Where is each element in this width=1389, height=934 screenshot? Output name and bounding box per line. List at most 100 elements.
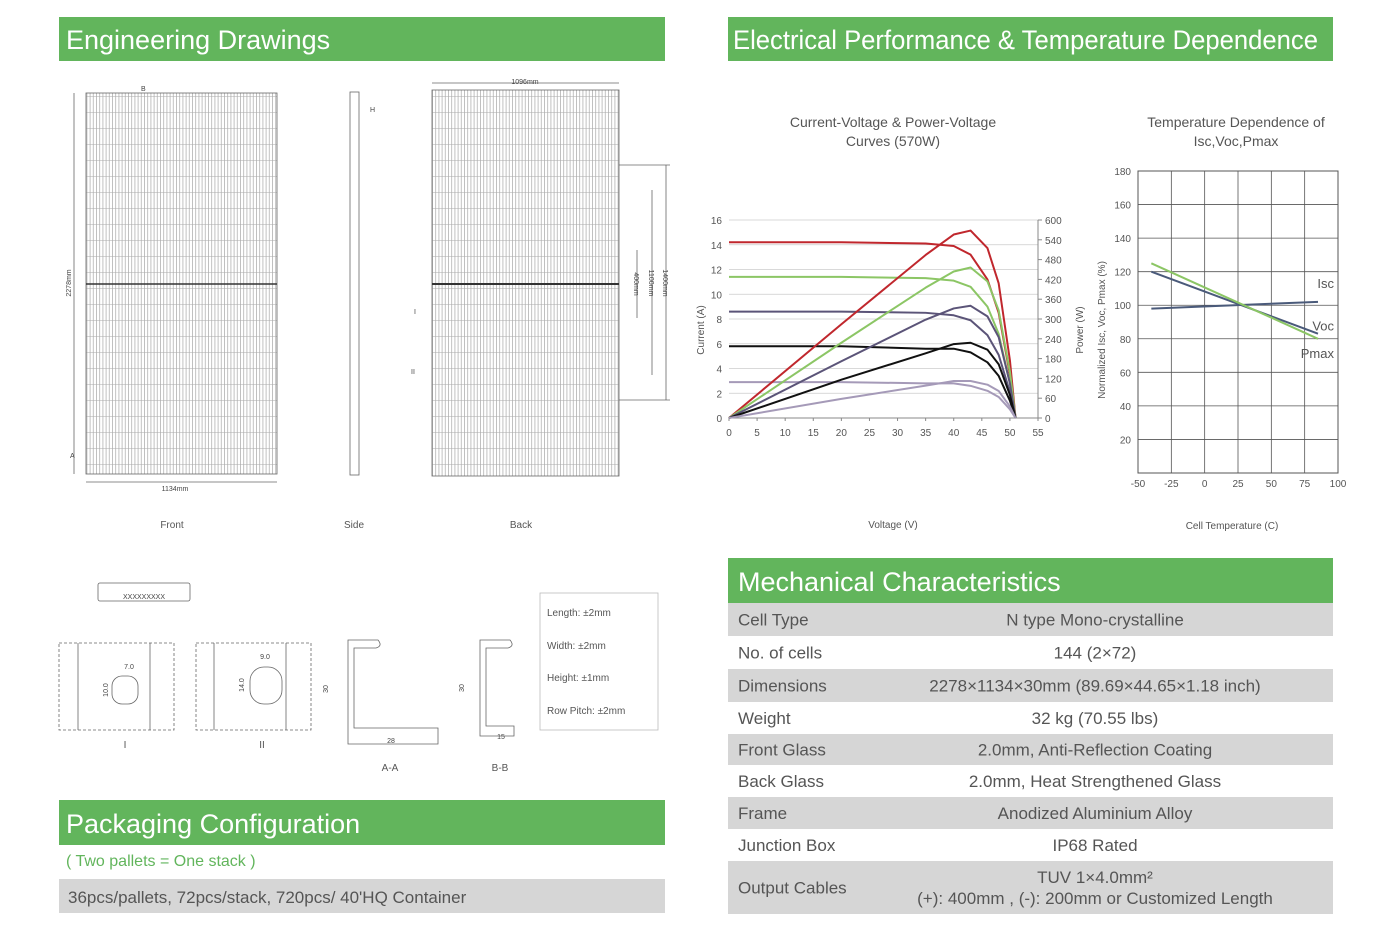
row-value: TUV 1×4.0mm²: [1037, 868, 1153, 887]
row-value: 144 (2×72): [1054, 644, 1137, 663]
y2-tick-label: 180: [1045, 355, 1062, 366]
detail-dim: 9.0: [260, 654, 270, 661]
section-label: II: [259, 740, 265, 751]
y-tick-label: 40: [1120, 402, 1132, 413]
header-bar: [728, 558, 1333, 603]
drawing-labels: 1096mm 2278mm 1134mm 400mm 1100mm 1400mm…: [66, 79, 668, 774]
y2-tick-label: 240: [1045, 335, 1062, 346]
section-title: Packaging Configuration: [66, 809, 360, 839]
y-tick-label: 60: [1120, 368, 1132, 379]
y-tick-label: 160: [1114, 201, 1131, 212]
x-tick-label: 100: [1330, 479, 1347, 490]
y-tick-label: 6: [716, 340, 722, 351]
y-label: Current (A): [696, 305, 707, 354]
dimension: 1096mm: [511, 79, 538, 86]
drawings: [58, 82, 670, 745]
x-tick-label: 5: [754, 428, 760, 439]
marker: B: [141, 86, 146, 93]
y2-tick-label: 420: [1045, 275, 1062, 286]
row-value: 2278×1134×30mm (89.69×44.65×1.18 inch): [929, 677, 1260, 696]
detail-dim: 30: [459, 684, 466, 692]
marker: A: [70, 453, 75, 460]
chart-title: Temperature Dependence of: [1147, 114, 1325, 130]
packaging-row: [59, 879, 665, 913]
y-tick-label: 16: [711, 216, 723, 227]
curve: [728, 304, 1017, 419]
row-label: Back Glass: [738, 772, 824, 791]
chart-title: Isc,Voc,Pmax: [1194, 133, 1279, 149]
tolerance: Row Pitch: ±2mm: [547, 706, 625, 717]
curve: [728, 380, 1017, 419]
series-label: Voc: [1312, 319, 1334, 334]
section-title: Electrical Performance & Temperature Dep…: [733, 25, 1318, 55]
dimension: 400mm: [632, 272, 639, 296]
row-value: 2.0mm, Anti-Reflection Coating: [978, 741, 1212, 760]
curve: [728, 341, 1017, 419]
x-tick-label: 10: [780, 428, 792, 439]
x-tick-label: 45: [976, 428, 988, 439]
y2-tick-label: 300: [1045, 315, 1062, 326]
header-bar: [59, 800, 665, 845]
y2-tick-label: 60: [1045, 394, 1057, 405]
dimension: 2278mm: [66, 269, 73, 296]
curve: [728, 266, 1017, 419]
y-tick-label: 4: [716, 365, 722, 376]
y2-tick-label: 480: [1045, 256, 1062, 267]
table-row: [728, 603, 1333, 636]
dimension: 1100mm: [647, 270, 654, 297]
view-label: Side: [344, 520, 364, 531]
header-bar: [59, 17, 665, 61]
y-tick-label: 100: [1114, 301, 1131, 312]
section-label: I: [124, 740, 127, 751]
y-tick-label: 8: [716, 315, 722, 326]
label-code: XXXXXXXXX: [123, 594, 165, 601]
row-label: Output Cables: [738, 879, 847, 898]
x-tick-label: 0: [1202, 479, 1208, 490]
dimension: 1134mm: [162, 486, 189, 493]
x-label: Voltage (V): [868, 520, 917, 531]
table-row: [728, 669, 1333, 702]
detail-dim: 15: [497, 734, 505, 741]
x-tick-label: 50: [1266, 479, 1278, 490]
detail-dim: 30: [323, 685, 330, 693]
y-tick-label: 2: [716, 389, 722, 400]
series-label: Isc: [1317, 276, 1334, 291]
chart-title: Current-Voltage & Power-Voltage: [790, 114, 996, 130]
curve: [728, 229, 1017, 419]
y2-tick-label: 360: [1045, 295, 1062, 306]
row-label: Cell Type: [738, 611, 809, 630]
chart-title: Curves (570W): [846, 133, 940, 149]
x-label: Cell Temperature (C): [1186, 521, 1279, 532]
section-label: B-B: [492, 763, 509, 774]
view-label: Back: [510, 520, 533, 531]
series-line: [1151, 300, 1319, 310]
x-tick-label: 0: [726, 428, 732, 439]
x-tick-label: 55: [1032, 428, 1044, 439]
x-tick-label: -25: [1164, 479, 1179, 490]
row-label: Front Glass: [738, 741, 826, 760]
detail-dim: 10.0: [103, 683, 110, 697]
y-tick-label: 0: [716, 414, 722, 425]
row-label: Weight: [738, 709, 791, 728]
detail-dim: 7.0: [124, 664, 134, 671]
series-line: [1150, 270, 1319, 335]
row-label: No. of cells: [738, 644, 822, 663]
y2-tick-label: 120: [1045, 374, 1062, 385]
marker: H: [370, 107, 375, 114]
tolerance: Width: ±2mm: [547, 641, 606, 652]
y-tick-label: 80: [1120, 335, 1132, 346]
y-tick-label: 180: [1114, 167, 1131, 178]
row-label: Junction Box: [738, 836, 836, 855]
curve: [729, 381, 1017, 419]
section-title: Mechanical Characteristics: [738, 567, 1061, 597]
row-label: Frame: [738, 804, 787, 823]
x-tick-label: 20: [836, 428, 848, 439]
x-tick-label: 25: [864, 428, 876, 439]
packaging-text: 36pcs/pallets, 72pcs/stack, 720pcs/ 40'H…: [68, 888, 467, 907]
y-tick-label: 12: [711, 266, 723, 277]
y-tick-label: 140: [1114, 234, 1131, 245]
section-title: Engineering Drawings: [66, 25, 330, 55]
y2-tick-label: 600: [1045, 216, 1062, 227]
